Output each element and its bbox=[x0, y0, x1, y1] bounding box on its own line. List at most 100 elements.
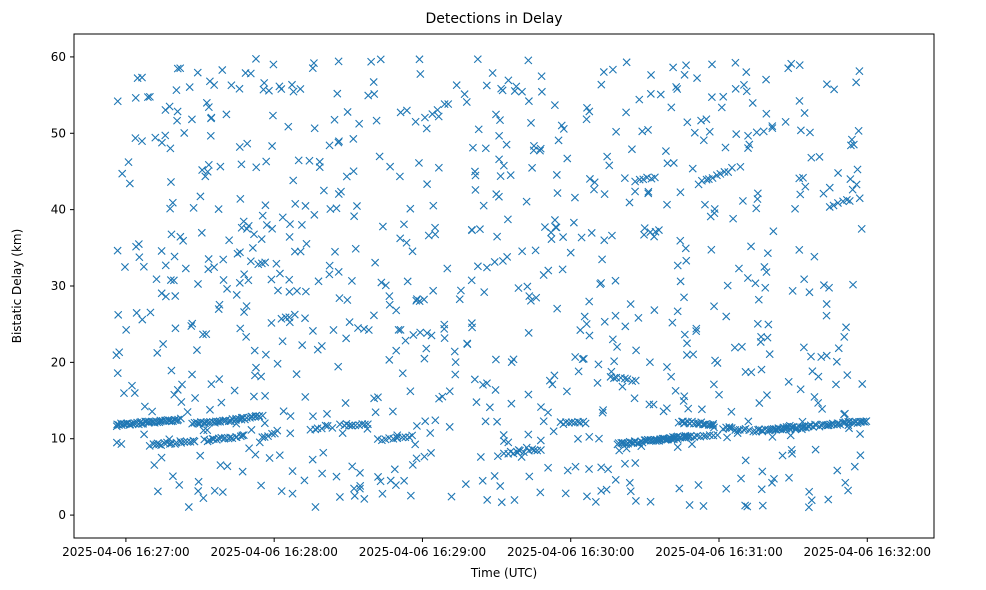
data-point-marker bbox=[335, 294, 344, 303]
data-point-marker bbox=[423, 180, 432, 189]
data-point-marker bbox=[639, 175, 648, 184]
data-point-marker bbox=[131, 134, 140, 143]
data-point-marker bbox=[825, 283, 834, 292]
data-point-marker bbox=[681, 244, 690, 253]
data-point-marker bbox=[676, 188, 685, 197]
data-point-marker bbox=[676, 277, 685, 286]
data-point-marker bbox=[424, 231, 433, 240]
data-point-marker bbox=[132, 242, 141, 251]
data-point-marker bbox=[367, 57, 376, 66]
data-point-marker bbox=[210, 486, 219, 495]
data-point-marker bbox=[422, 124, 431, 133]
data-point-marker bbox=[315, 163, 324, 172]
data-point-marker bbox=[576, 326, 585, 335]
data-point-marker bbox=[261, 391, 270, 400]
data-point-marker bbox=[272, 259, 281, 268]
data-point-marker bbox=[613, 342, 622, 351]
data-point-marker bbox=[675, 484, 684, 493]
data-point-marker bbox=[199, 426, 208, 435]
data-point-marker bbox=[255, 412, 264, 421]
data-point-marker bbox=[333, 89, 342, 98]
data-point-marker bbox=[737, 474, 746, 483]
data-point-marker bbox=[381, 281, 390, 290]
data-point-marker bbox=[355, 468, 364, 477]
data-point-marker bbox=[611, 276, 620, 285]
data-point-marker bbox=[364, 326, 373, 335]
data-point-marker bbox=[385, 300, 394, 309]
data-point-marker bbox=[598, 408, 607, 417]
data-point-marker bbox=[495, 155, 504, 164]
data-point-marker bbox=[823, 421, 832, 430]
data-point-marker bbox=[434, 163, 443, 172]
data-point-marker bbox=[137, 419, 146, 428]
data-point-marker bbox=[416, 70, 425, 78]
data-point-marker bbox=[130, 389, 139, 398]
data-point-marker bbox=[553, 189, 562, 198]
data-point-marker bbox=[204, 103, 213, 112]
data-point-marker bbox=[795, 96, 804, 105]
data-point-marker bbox=[238, 467, 247, 476]
data-point-marker bbox=[261, 258, 270, 267]
data-point-marker bbox=[420, 295, 429, 304]
data-point-marker bbox=[332, 472, 341, 481]
chart-title: Detections in Delay bbox=[425, 11, 562, 27]
data-point-marker bbox=[342, 172, 351, 181]
data-point-marker bbox=[731, 58, 740, 67]
data-point-marker bbox=[548, 380, 557, 389]
data-point-marker bbox=[290, 247, 299, 256]
data-point-marker bbox=[427, 331, 436, 340]
data-point-marker bbox=[638, 127, 647, 136]
data-point-marker bbox=[781, 117, 790, 126]
data-point-marker bbox=[278, 337, 287, 346]
data-point-marker bbox=[207, 380, 216, 389]
data-point-marker bbox=[496, 172, 505, 181]
data-point-marker bbox=[332, 204, 341, 213]
data-point-marker bbox=[376, 477, 385, 486]
data-point-marker bbox=[690, 128, 699, 137]
data-point-marker bbox=[554, 136, 563, 145]
data-point-marker bbox=[248, 243, 257, 252]
data-point-marker bbox=[207, 113, 216, 122]
data-point-marker bbox=[277, 85, 286, 94]
data-point-marker bbox=[409, 330, 418, 339]
data-point-marker bbox=[631, 496, 640, 505]
data-point-marker bbox=[450, 347, 459, 356]
data-point-marker bbox=[737, 342, 746, 351]
data-point-marker bbox=[347, 421, 356, 430]
data-point-marker bbox=[496, 482, 505, 491]
data-point-marker bbox=[682, 350, 691, 359]
data-point-marker bbox=[593, 378, 602, 387]
data-point-marker bbox=[784, 377, 793, 386]
data-point-marker bbox=[620, 374, 629, 383]
data-point-marker bbox=[729, 214, 738, 223]
data-point-marker bbox=[169, 276, 178, 285]
data-point-marker bbox=[166, 178, 175, 186]
data-point-marker bbox=[620, 174, 629, 183]
data-point-marker bbox=[190, 437, 199, 446]
data-point-marker bbox=[173, 64, 182, 73]
data-point-marker bbox=[502, 140, 511, 149]
data-point-marker bbox=[499, 431, 508, 440]
data-point-marker bbox=[700, 420, 709, 429]
data-point-marker bbox=[594, 360, 603, 369]
data-point-marker bbox=[582, 492, 591, 501]
data-point-marker bbox=[416, 328, 425, 337]
data-point-marker bbox=[528, 163, 537, 172]
data-point-marker bbox=[598, 255, 607, 264]
data-point-marker bbox=[765, 350, 774, 359]
data-point-marker bbox=[524, 328, 533, 337]
data-point-marker bbox=[611, 475, 620, 484]
data-point-marker bbox=[547, 235, 556, 244]
data-point-marker bbox=[235, 248, 244, 257]
data-point-marker bbox=[640, 224, 649, 233]
data-point-marker bbox=[323, 421, 332, 430]
data-point-marker bbox=[241, 69, 250, 78]
data-point-marker bbox=[625, 198, 634, 207]
data-point-marker bbox=[590, 178, 599, 187]
data-point-marker bbox=[834, 168, 843, 177]
data-point-marker bbox=[187, 115, 196, 124]
data-point-marker bbox=[463, 339, 472, 348]
data-point-marker bbox=[645, 358, 654, 367]
data-point-marker bbox=[125, 420, 134, 429]
data-point-marker bbox=[305, 156, 314, 165]
